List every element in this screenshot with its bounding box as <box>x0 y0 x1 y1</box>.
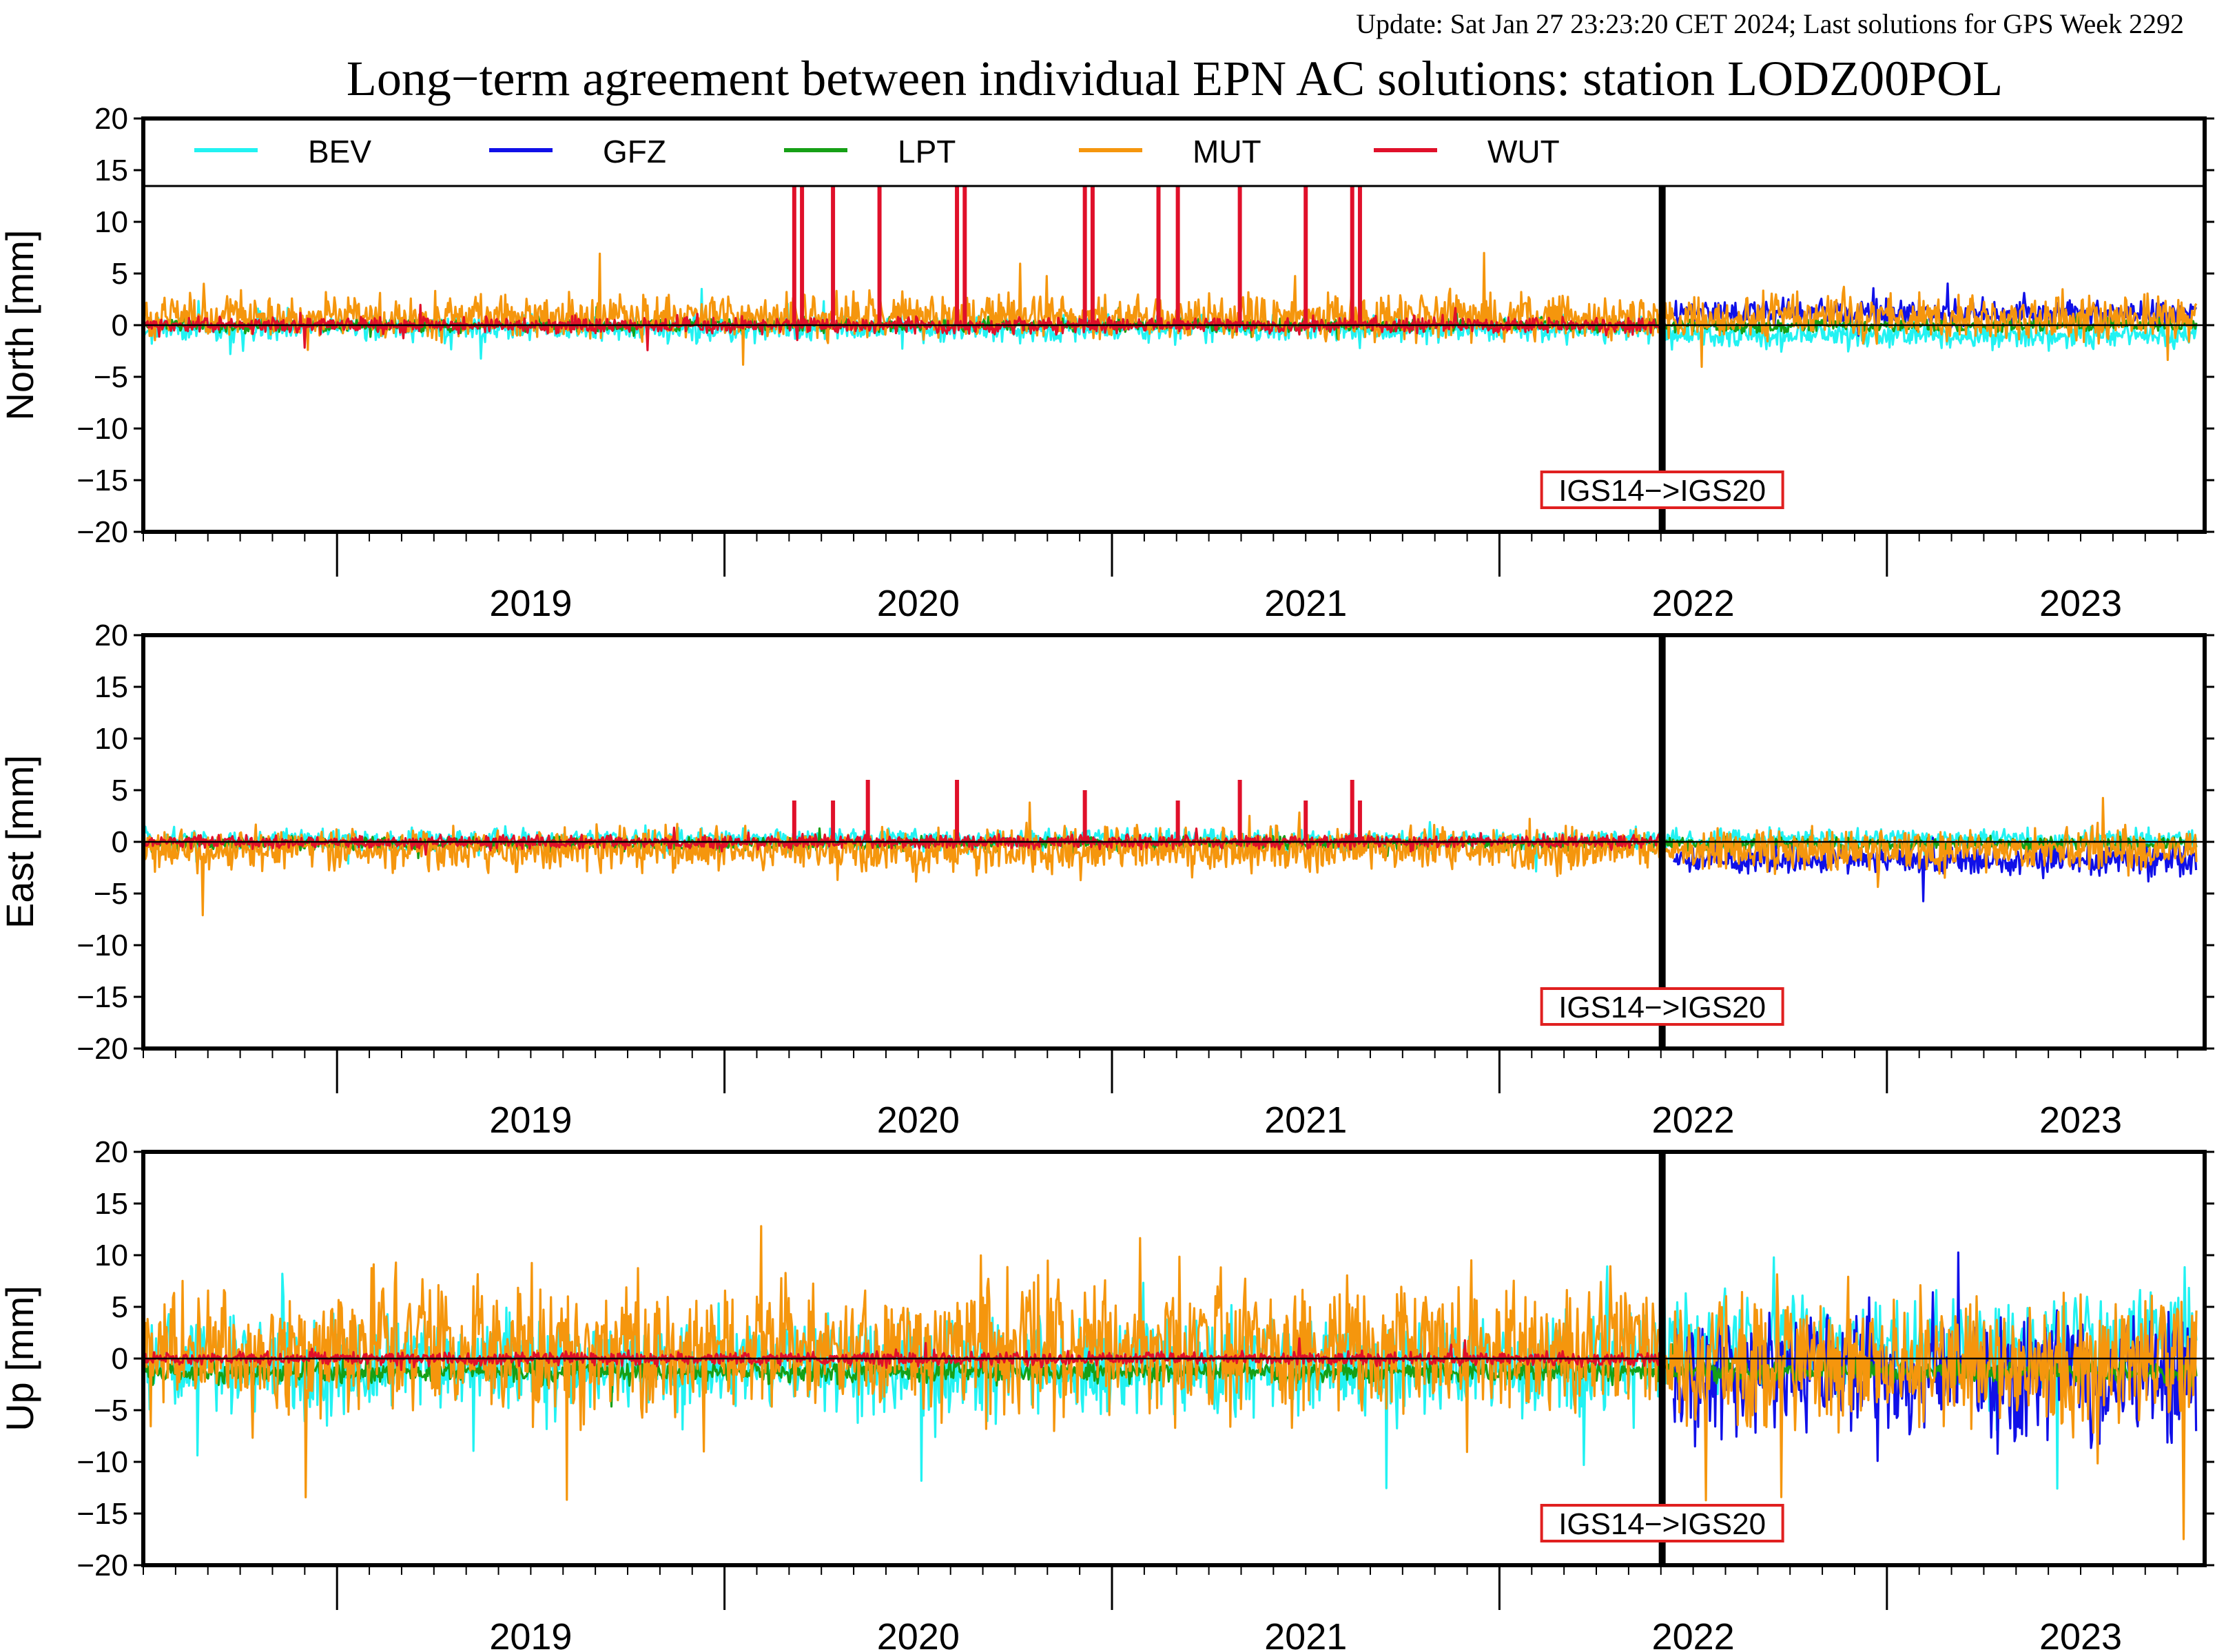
y-tick-label: −5 <box>94 1394 128 1427</box>
y-tick-label: −15 <box>76 464 128 497</box>
legend-label-WUT: WUT <box>1487 134 1560 169</box>
y-tick-label: 10 <box>94 722 128 756</box>
x-tick-label-2022: 2022 <box>1652 1616 1735 1652</box>
y-tick-label: 15 <box>94 670 128 704</box>
y-tick-label: −10 <box>76 412 128 446</box>
y-tick-label: −15 <box>76 1497 128 1531</box>
y-tick-label: −20 <box>76 1549 128 1582</box>
x-tick-label-2020: 2020 <box>877 1099 960 1141</box>
y-axis-label: North [mm] <box>0 230 41 421</box>
x-tick-label-2019: 2019 <box>489 583 572 624</box>
y-tick-label: 15 <box>94 154 128 187</box>
y-tick-label: 5 <box>112 257 128 291</box>
panel-2: East [mm] 20 15 10 5 0 −5 −10 −15 −20 2019 2020 2021… <box>0 619 2214 1141</box>
y-tick-label: 5 <box>112 1290 128 1324</box>
y-tick-label: −20 <box>76 515 128 549</box>
series-line-GFZ <box>1672 836 2198 902</box>
plot-frame <box>141 116 2207 534</box>
frame-change-label: IGS14−>IGS20 <box>1558 474 1766 508</box>
frame-change-box <box>1540 1504 1784 1542</box>
y-tick-label: 10 <box>94 205 128 239</box>
frame-change-label: IGS14−>IGS20 <box>1558 991 1766 1024</box>
y-axis-label: East [mm] <box>0 755 41 929</box>
x-tick-label-2021: 2021 <box>1264 1616 1347 1652</box>
frame-change-label: IGS14−>IGS20 <box>1558 1507 1766 1541</box>
plot-frame <box>141 1150 2207 1567</box>
panel-3: Up [mm] 20 15 10 5 0 −5 −10 −15 −20 2019 2020 2021 20… <box>0 1135 2214 1652</box>
x-tick-label-2019: 2019 <box>489 1099 572 1141</box>
y-tick-label: −5 <box>94 360 128 394</box>
y-tick-label: 5 <box>112 774 128 807</box>
x-tick-label-2021: 2021 <box>1264 583 1347 624</box>
y-tick-label: −5 <box>94 877 128 911</box>
x-tick-label-2022: 2022 <box>1652 583 1735 624</box>
x-tick-label-2022: 2022 <box>1652 1099 1735 1141</box>
y-tick-label: 0 <box>112 825 128 859</box>
legend-label-LPT: LPT <box>898 134 956 169</box>
legend-box <box>143 118 2205 186</box>
series-line-MUT <box>143 1225 2198 1540</box>
x-tick-label-2020: 2020 <box>877 583 960 624</box>
y-tick-label: 20 <box>94 102 128 136</box>
y-tick-label: 20 <box>94 619 128 652</box>
frame-change-box <box>1540 471 1784 509</box>
series-layer <box>143 1225 2198 1540</box>
plot-frame <box>141 633 2207 1051</box>
x-tick-label-2023: 2023 <box>2039 1099 2122 1141</box>
x-tick-label-2023: 2023 <box>2039 583 2122 624</box>
y-tick-label: 0 <box>112 309 128 342</box>
update-text: Update: Sat Jan 27 23:23:20 CET 2024; La… <box>1356 8 2184 39</box>
y-tick-label: 15 <box>94 1187 128 1221</box>
legend-label-BEV: BEV <box>308 134 371 169</box>
series-line-WUT <box>143 304 1662 351</box>
x-tick-label-2021: 2021 <box>1264 1099 1347 1141</box>
y-tick-label: 10 <box>94 1239 128 1272</box>
series-line-MUT <box>143 796 2198 917</box>
y-tick-label: −15 <box>76 980 128 1014</box>
y-tick-label: −10 <box>76 1445 128 1479</box>
panel-1: North [mm] 20 15 10 5 0 −5 −10 −15 −20 2019 2020 202… <box>0 102 2214 624</box>
y-tick-label: 0 <box>112 1342 128 1376</box>
y-tick-label: −10 <box>76 929 128 962</box>
y-axis-label: Up [mm] <box>0 1286 41 1432</box>
x-tick-label-2019: 2019 <box>489 1616 572 1652</box>
chart-title: Long−term agreement between individual E… <box>347 51 2003 106</box>
legend-label-MUT: MUT <box>1193 134 1261 169</box>
legend-label-GFZ: GFZ <box>603 134 666 169</box>
y-tick-label: −20 <box>76 1032 128 1066</box>
y-tick-label: 20 <box>94 1135 128 1169</box>
frame-change-box <box>1540 987 1784 1026</box>
series-layer <box>143 780 2198 917</box>
x-tick-label-2020: 2020 <box>877 1616 960 1652</box>
x-tick-label-2023: 2023 <box>2039 1616 2122 1652</box>
